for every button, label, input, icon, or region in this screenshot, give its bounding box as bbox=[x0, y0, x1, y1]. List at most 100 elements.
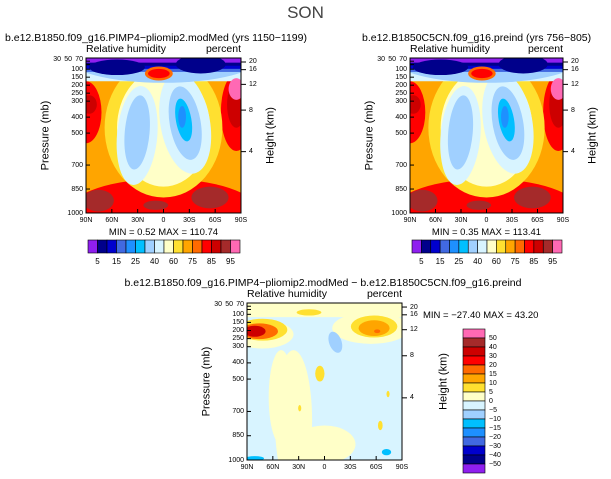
x-tick-label: 60S bbox=[531, 217, 544, 224]
colorbar-label: 15 bbox=[489, 370, 497, 378]
y-tick-label: 50 bbox=[225, 300, 233, 308]
min-max-label: MIN = 0.52 MAX = 110.74 bbox=[108, 227, 219, 238]
y-tick-label: 150 bbox=[395, 73, 407, 81]
contour-region bbox=[148, 68, 170, 79]
x-tick-label: 90S bbox=[556, 217, 570, 224]
colorbar-box bbox=[106, 239, 117, 254]
colorbar-label: 5 bbox=[419, 257, 424, 266]
contour-region bbox=[328, 331, 343, 353]
season-title: SON bbox=[287, 3, 324, 22]
colorbar-box bbox=[144, 239, 155, 254]
colorbar-box bbox=[449, 239, 460, 254]
contour-region bbox=[293, 425, 356, 460]
colorbar-box bbox=[462, 364, 486, 375]
y-tick-label: 200 bbox=[232, 327, 244, 334]
colorbar-box bbox=[462, 454, 486, 465]
colorbar-box bbox=[439, 239, 450, 254]
y-tick-label: 1000 bbox=[228, 456, 244, 464]
y-tick-label: 100 bbox=[71, 65, 83, 73]
contour-region bbox=[178, 106, 186, 128]
x-tick-label: 60S bbox=[369, 464, 383, 471]
colorbar-box bbox=[477, 239, 488, 254]
colorbar-box bbox=[496, 239, 507, 254]
colorbar-label: 85 bbox=[529, 257, 539, 266]
y-tick-label: 150 bbox=[232, 318, 244, 326]
contour-region bbox=[315, 365, 325, 382]
contour-region bbox=[143, 200, 169, 210]
colorbar-label: −5 bbox=[489, 406, 497, 414]
min-max-label: MIN = 0.35 MAX = 113.41 bbox=[431, 227, 542, 238]
colorbar-label: −20 bbox=[489, 433, 501, 441]
y2-tick-label: 4 bbox=[410, 394, 414, 402]
y-tick-label: 30 bbox=[214, 300, 222, 308]
colorbar-box bbox=[201, 239, 212, 254]
contour-region bbox=[247, 456, 265, 460]
colorbar-box bbox=[430, 239, 441, 254]
y-tick-label: 70 bbox=[399, 55, 407, 63]
contour-region bbox=[466, 200, 492, 210]
colorbar-box bbox=[192, 239, 203, 254]
colorbar-box bbox=[462, 382, 486, 393]
colorbar-box bbox=[135, 239, 146, 254]
x-tick-label: 90N bbox=[403, 217, 417, 224]
colorbar-label: −30 bbox=[489, 442, 501, 450]
colorbar-box bbox=[211, 239, 222, 254]
colorbar-box bbox=[462, 409, 486, 420]
colorbar-box bbox=[462, 436, 486, 447]
colorbar-box bbox=[182, 239, 193, 254]
colorbar-label: 50 bbox=[489, 334, 497, 342]
x-tick-label: 30N bbox=[292, 464, 306, 471]
colorbar-label: 60 bbox=[169, 257, 178, 266]
colorbar-box bbox=[230, 239, 241, 254]
contour-region bbox=[374, 329, 381, 334]
y2-tick-label: 12 bbox=[410, 326, 418, 334]
contour-region bbox=[514, 186, 551, 209]
contour-field bbox=[410, 58, 563, 213]
contour-region bbox=[86, 189, 114, 212]
x-tick-label: 30S bbox=[505, 217, 519, 224]
y-tick-label: 700 bbox=[71, 161, 83, 169]
contour-field bbox=[86, 58, 241, 213]
units-label: percent bbox=[205, 43, 241, 55]
colorbar-box bbox=[462, 391, 486, 402]
colorbar-box bbox=[552, 239, 563, 254]
y2-axis-title: Height (km) bbox=[437, 352, 450, 410]
units-label: percent bbox=[366, 288, 402, 300]
y-tick-label: 850 bbox=[395, 185, 407, 193]
contour-region bbox=[86, 95, 97, 114]
colorbar-label: −15 bbox=[489, 424, 501, 432]
y-tick-label: 150 bbox=[71, 73, 83, 81]
y-tick-label: 500 bbox=[395, 129, 407, 137]
colorbar-box bbox=[486, 239, 497, 254]
x-tick-label: 60N bbox=[429, 217, 442, 224]
y2-tick-label: 8 bbox=[410, 352, 414, 360]
colorbar-label: 0 bbox=[489, 397, 493, 405]
y-tick-label: 200 bbox=[395, 81, 407, 89]
colorbar-box bbox=[467, 239, 478, 254]
y-tick-label: 400 bbox=[71, 113, 83, 121]
y2-axis-title: Height (km) bbox=[586, 106, 599, 164]
colorbar-label: 75 bbox=[510, 257, 520, 266]
colorbar-box bbox=[116, 239, 127, 254]
min-max-label: MIN = −27.40 MAX = 43.20 bbox=[423, 310, 539, 321]
contour-region bbox=[447, 95, 474, 170]
colorbar-box bbox=[462, 400, 486, 411]
x-tick-label: 60S bbox=[208, 217, 222, 224]
colorbar-label: 25 bbox=[454, 257, 464, 266]
colorbar-box bbox=[462, 463, 486, 474]
contour-region bbox=[413, 59, 469, 76]
panel-title: b.e12.B1850.f09_g16.PIMP4−pliomip2.modMe… bbox=[5, 32, 307, 44]
y-tick-label: 300 bbox=[232, 343, 244, 351]
colorbar-label: 30 bbox=[489, 352, 497, 360]
y2-tick-label: 12 bbox=[571, 80, 579, 88]
contour-region bbox=[247, 325, 266, 337]
x-tick-label: 30S bbox=[344, 464, 357, 471]
contour-region bbox=[498, 58, 548, 74]
colorbar-box bbox=[163, 239, 174, 254]
x-tick-label: 90S bbox=[234, 217, 248, 224]
y-tick-label: 250 bbox=[395, 89, 407, 97]
y-tick-label: 70 bbox=[75, 55, 83, 63]
x-tick-label: 90N bbox=[240, 464, 254, 471]
